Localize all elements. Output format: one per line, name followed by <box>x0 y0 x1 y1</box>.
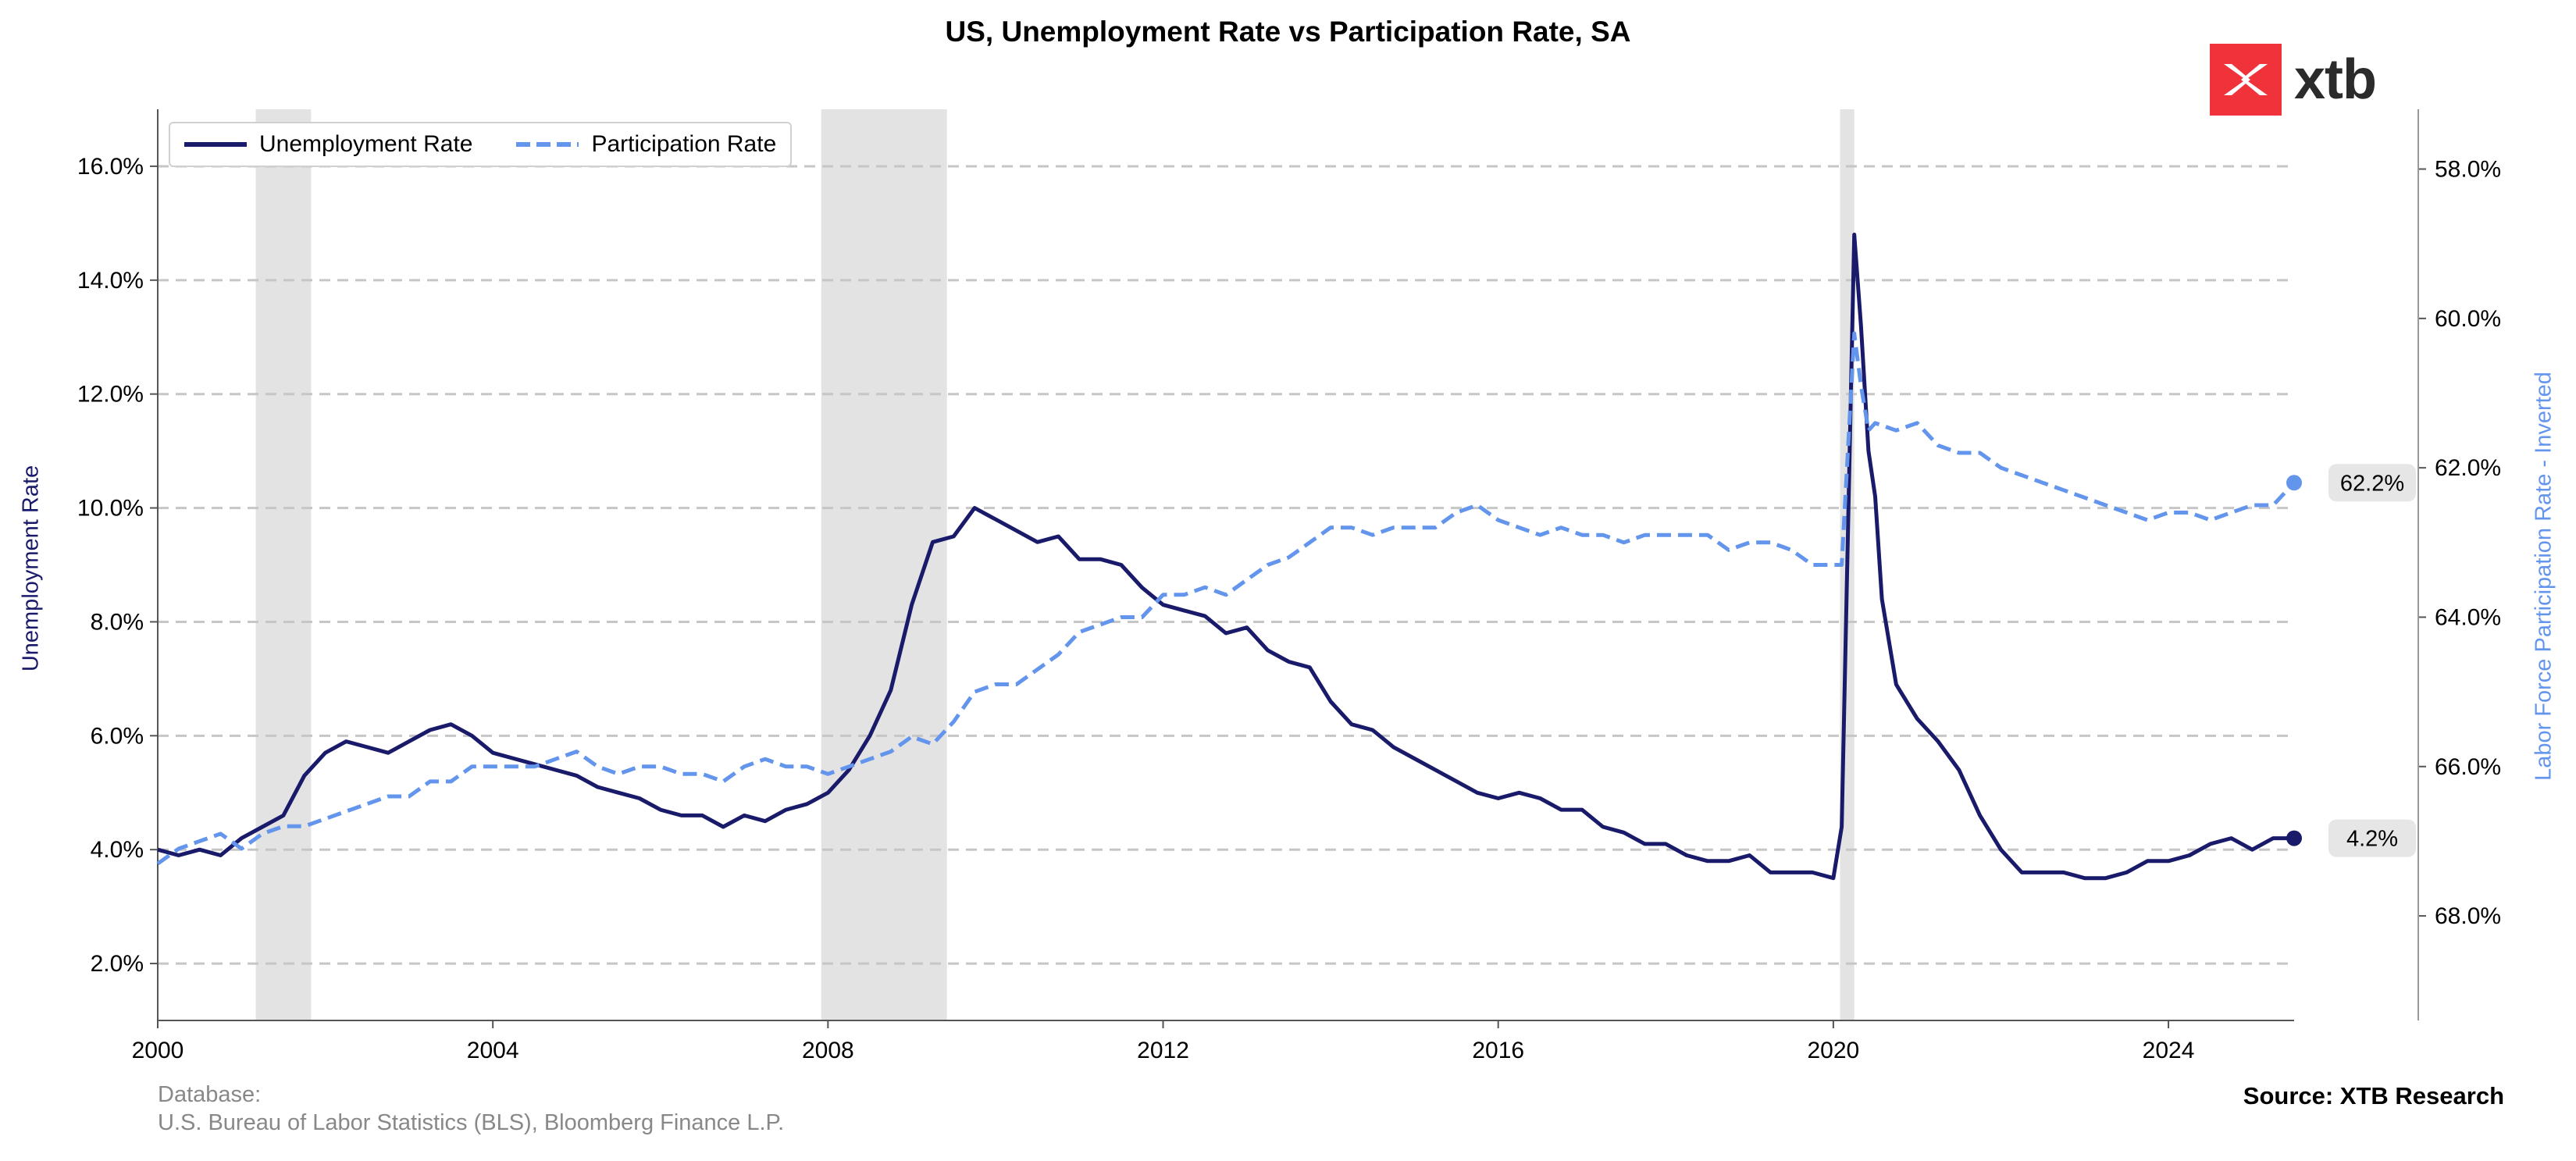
footer-database-sources: U.S. Bureau of Labor Statistics (BLS), B… <box>158 1110 785 1135</box>
x-tick-label: 2012 <box>1137 1038 1189 1063</box>
y-tick-label: 10.0% <box>77 496 144 522</box>
footer-source: Source: XTB Research <box>2243 1082 2504 1109</box>
x-tick-label: 2020 <box>1808 1038 1860 1063</box>
y2-tick-label: 60.0% <box>2435 306 2501 332</box>
legend-swatch-participation <box>516 142 579 147</box>
xtb-logo: xtb <box>2210 44 2377 116</box>
x-tick-label: 2000 <box>132 1038 184 1063</box>
chart-title: US, Unemployment Rate vs Participation R… <box>945 16 1631 48</box>
xtb-logo-text: xtb <box>2294 48 2377 111</box>
y2-tick-label: 68.0% <box>2435 903 2501 929</box>
series-line-participation <box>156 331 2296 866</box>
x-tick-label: 2004 <box>467 1038 519 1063</box>
x-tick-label: 2024 <box>2143 1038 2195 1063</box>
y-tick-label: 6.0% <box>91 723 144 749</box>
end-label-unemployment: 4.2% <box>2346 827 2398 852</box>
series-line-unemployment <box>157 233 2294 881</box>
footer-database-label: Database: <box>158 1082 262 1107</box>
y2-tick-label: 58.0% <box>2435 157 2501 183</box>
legend-label-unemployment: Unemployment Rate <box>259 131 473 157</box>
legend-label-participation: Participation Rate <box>591 131 777 157</box>
y-tick-label: 2.0% <box>91 951 144 977</box>
legend-item-participation: Participation Rate <box>516 131 776 158</box>
x-tick-label: 2008 <box>802 1038 854 1063</box>
end-label-unemployment-bg <box>2328 819 2416 857</box>
y-axis-title-left: Unemployment Rate <box>18 465 44 672</box>
chart-legend: Unemployment Rate Participation Rate <box>169 122 793 167</box>
y-tick-label: 8.0% <box>91 609 144 635</box>
end-label-participation-bg <box>2328 464 2416 502</box>
series-end-point-participation <box>2286 475 2302 491</box>
y-tick-label: 12.0% <box>77 382 144 408</box>
series-end-point-unemployment <box>2286 830 2302 846</box>
y2-tick-label: 66.0% <box>2435 754 2501 780</box>
x-tick-label: 2016 <box>1472 1038 1524 1063</box>
footer-database: Database: U.S. Bureau of Labor Statistic… <box>158 1081 784 1137</box>
xtb-logo-icon <box>2210 44 2282 116</box>
y-tick-label: 14.0% <box>77 268 144 294</box>
y2-tick-label: 64.0% <box>2435 604 2501 630</box>
y-tick-label: 4.0% <box>91 837 144 863</box>
recession-band-1 <box>821 109 947 1020</box>
end-label-participation: 62.2% <box>2340 471 2404 496</box>
legend-swatch-unemployment <box>184 142 247 147</box>
recession-band-0 <box>255 109 312 1020</box>
y-axis-title-right: Labor Force Participation Rate - Inverte… <box>2531 372 2556 781</box>
legend-item-unemployment: Unemployment Rate <box>184 131 472 158</box>
y-tick-label: 16.0% <box>77 154 144 180</box>
y2-tick-label: 62.0% <box>2435 455 2501 481</box>
